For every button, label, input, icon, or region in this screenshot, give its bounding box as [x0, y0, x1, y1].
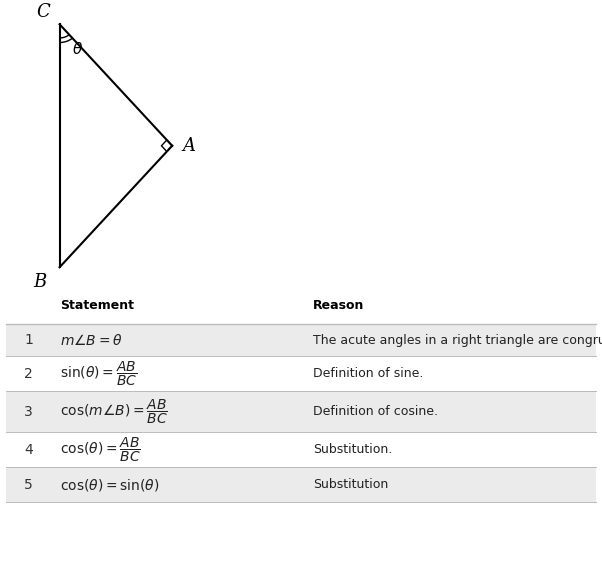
- Text: $m\angle B = \theta$: $m\angle B = \theta$: [60, 333, 123, 347]
- Text: Definition of sine.: Definition of sine.: [313, 367, 423, 380]
- Text: Substitution.: Substitution.: [313, 443, 393, 456]
- Text: $\cos(m\angle B) = \dfrac{AB}{BC}$: $\cos(m\angle B) = \dfrac{AB}{BC}$: [60, 398, 168, 426]
- Text: $\theta$: $\theta$: [72, 41, 83, 57]
- Text: Substitution: Substitution: [313, 478, 388, 491]
- Bar: [6, 324, 596, 356]
- Bar: [6, 356, 596, 391]
- Bar: [6, 432, 596, 467]
- Text: B: B: [33, 273, 46, 291]
- Text: $\cos(\theta) = \sin(\theta)$: $\cos(\theta) = \sin(\theta)$: [60, 477, 160, 493]
- Text: Statement: Statement: [60, 300, 134, 312]
- Bar: [6, 391, 596, 432]
- Text: $\cos(\theta) = \dfrac{AB}{BC}$: $\cos(\theta) = \dfrac{AB}{BC}$: [60, 436, 141, 464]
- Text: 5: 5: [24, 478, 33, 492]
- Text: 2: 2: [24, 367, 33, 381]
- Text: C: C: [36, 3, 50, 21]
- Text: A: A: [182, 137, 195, 155]
- Text: 4: 4: [24, 443, 33, 457]
- Bar: [6, 467, 596, 502]
- Text: $\sin(\theta) = \dfrac{AB}{BC}$: $\sin(\theta) = \dfrac{AB}{BC}$: [60, 360, 138, 388]
- Text: 3: 3: [24, 405, 33, 419]
- Text: 1: 1: [24, 333, 33, 347]
- Text: The acute angles in a right triangle are congruent.: The acute angles in a right triangle are…: [313, 333, 602, 347]
- Text: Definition of cosine.: Definition of cosine.: [313, 405, 438, 418]
- Text: Reason: Reason: [313, 300, 364, 312]
